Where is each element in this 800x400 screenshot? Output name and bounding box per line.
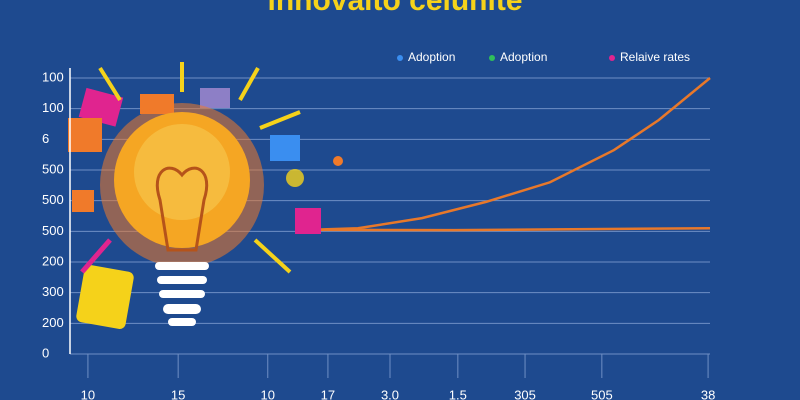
x-tick-label: 305 [514, 387, 536, 400]
series-line [300, 227, 711, 232]
bulb-illustration [68, 62, 343, 329]
y-tick-label: 500 [42, 161, 64, 176]
series-line [300, 77, 711, 232]
y-tick-label: 500 [42, 192, 64, 207]
y-tick-label: 6 [42, 131, 49, 146]
axes: 0 200 300 200 500 500 500 6 100 100 10 15 10 17 3.0 1.5… [42, 68, 715, 400]
y-tick-label: 200 [42, 253, 64, 268]
legend-label: Adoption [408, 50, 455, 64]
x-tick-label: 15 [171, 387, 185, 400]
x-tick-label: 505 [591, 387, 613, 400]
x-tick-label: 10 [81, 387, 95, 400]
x-tick-label: 1.5 [449, 387, 467, 400]
y-tick-label: 100 [42, 69, 64, 84]
x-tick-label: 10 [261, 387, 275, 400]
y-tick-label: 200 [42, 315, 64, 330]
legend: Adoption Adoption Relaive rates [397, 50, 690, 64]
y-tick-label: 500 [42, 223, 64, 238]
lines [300, 77, 711, 232]
legend-marker [397, 55, 403, 61]
y-tick-label: 100 [42, 100, 64, 115]
chart-title: innovaito celunite [267, 0, 522, 17]
x-tick-label: 17 [321, 387, 335, 400]
legend-marker [489, 55, 495, 61]
x-tick-label: 3.0 [381, 387, 399, 400]
legend-label: Relaive rates [620, 50, 690, 64]
y-tick-label: 300 [42, 284, 64, 299]
legend-label: Adoption [500, 50, 547, 64]
y-tick-label: 0 [42, 345, 49, 360]
x-tick-label: 38 [701, 387, 715, 400]
legend-marker [609, 55, 615, 61]
